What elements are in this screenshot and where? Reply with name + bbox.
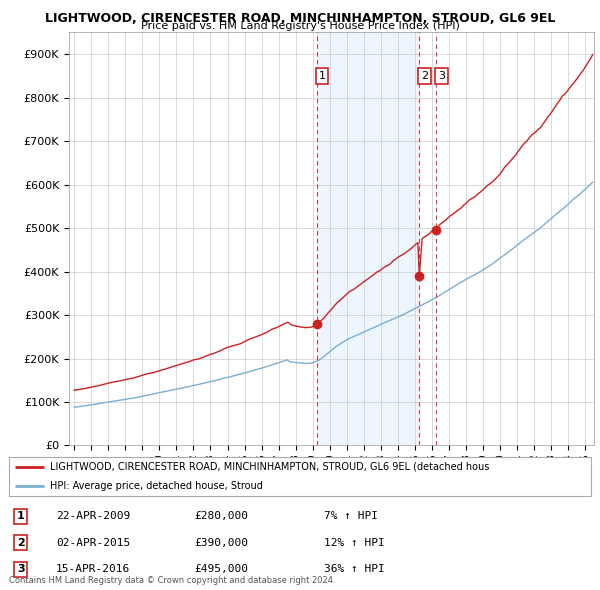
Text: 3: 3 bbox=[438, 71, 445, 81]
Text: LIGHTWOOD, CIRENCESTER ROAD, MINCHINHAMPTON, STROUD, GL6 9EL: LIGHTWOOD, CIRENCESTER ROAD, MINCHINHAMP… bbox=[45, 12, 555, 25]
Text: 1: 1 bbox=[17, 512, 25, 522]
Text: 12% ↑ HPI: 12% ↑ HPI bbox=[323, 538, 384, 548]
Text: 22-APR-2009: 22-APR-2009 bbox=[56, 512, 130, 522]
Text: 36% ↑ HPI: 36% ↑ HPI bbox=[323, 564, 384, 574]
Text: 1: 1 bbox=[319, 71, 326, 81]
Text: 7% ↑ HPI: 7% ↑ HPI bbox=[323, 512, 377, 522]
Text: 2: 2 bbox=[421, 71, 428, 81]
Text: Contains HM Land Registry data © Crown copyright and database right 2024.: Contains HM Land Registry data © Crown c… bbox=[9, 576, 335, 585]
Text: £390,000: £390,000 bbox=[194, 538, 248, 548]
Text: £495,000: £495,000 bbox=[194, 564, 248, 574]
Text: 2: 2 bbox=[17, 538, 25, 548]
Text: HPI: Average price, detached house, Stroud: HPI: Average price, detached house, Stro… bbox=[50, 481, 263, 491]
Text: 15-APR-2016: 15-APR-2016 bbox=[56, 564, 130, 574]
Text: 3: 3 bbox=[17, 564, 25, 574]
Text: £280,000: £280,000 bbox=[194, 512, 248, 522]
FancyBboxPatch shape bbox=[9, 457, 591, 496]
Text: 02-APR-2015: 02-APR-2015 bbox=[56, 538, 130, 548]
Bar bbox=[317, 32, 419, 445]
Text: LIGHTWOOD, CIRENCESTER ROAD, MINCHINHAMPTON, STROUD, GL6 9EL (detached hous: LIGHTWOOD, CIRENCESTER ROAD, MINCHINHAMP… bbox=[50, 462, 490, 471]
Text: Price paid vs. HM Land Registry's House Price Index (HPI): Price paid vs. HM Land Registry's House … bbox=[140, 21, 460, 31]
